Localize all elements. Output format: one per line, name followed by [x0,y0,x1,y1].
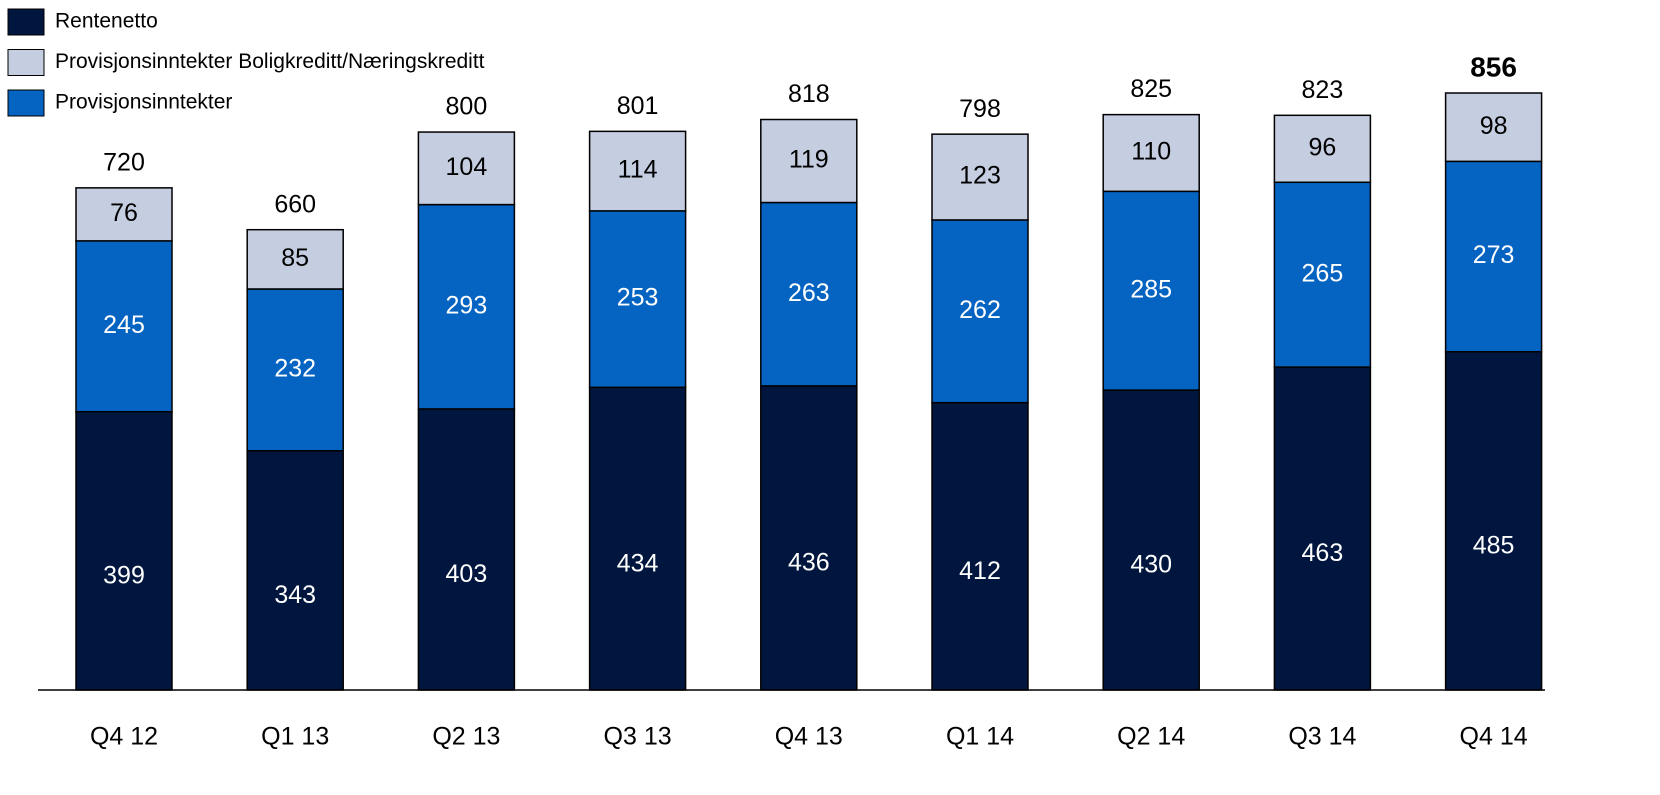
bar-segment [931,401,1029,691]
value-label: 265 [1302,259,1344,287]
value-label: 123 [959,162,1001,190]
bar-segment [588,130,687,212]
x-tick-label: Q4 12 [90,723,158,751]
value-label: 430 [1130,551,1172,579]
value-label: 412 [959,557,1001,585]
value-label: 110 [1131,138,1171,166]
value-label: 343 [274,581,316,609]
value-label: 485 [1473,531,1515,559]
value-label: 98 [1480,112,1508,140]
value-label: 96 [1308,133,1336,161]
value-label: 285 [1130,275,1172,303]
x-tick-label: Q4 14 [1460,723,1528,751]
value-label: 399 [103,561,145,589]
total-label: 720 [103,148,145,176]
total-label: 800 [446,93,488,121]
value-label: 436 [788,549,830,577]
bar-segment [417,131,516,206]
value-label: 245 [103,311,145,339]
x-tick-label: Q1 13 [261,723,329,751]
legend-label: Rentenetto [55,10,158,33]
bar-segment [1444,350,1543,691]
total-label: 798 [959,95,1001,123]
bar-segment [588,210,687,389]
x-tick-label: Q2 14 [1117,723,1185,751]
bar-segment [1273,366,1372,691]
legend-label: Provisjonsinntekter [55,91,232,114]
bar-segment [760,118,858,204]
value-label: 114 [618,156,658,184]
value-label: 85 [281,244,309,272]
bar-segment [1273,114,1372,184]
value-label: 119 [789,146,829,174]
value-label: 293 [446,291,488,319]
total-label: 823 [1302,76,1344,104]
x-tick-label: Q3 14 [1288,723,1356,751]
value-label: 434 [617,549,659,577]
legend-swatch [7,49,45,76]
x-tick-label: Q2 13 [432,723,500,751]
value-label: 403 [446,560,488,588]
bar-segment [760,385,858,691]
x-tick-label: Q1 14 [946,723,1014,751]
bar-segment [931,133,1029,221]
bar-segment [588,386,687,691]
legend-swatch [7,89,45,117]
bar-segment [75,240,173,413]
total-label: 818 [788,80,830,108]
bar-segment [1273,181,1372,368]
bar-segment [931,219,1029,404]
bar-segment [1102,113,1200,193]
total-label: 856 [1470,51,1517,82]
total-label: 825 [1130,75,1172,103]
x-tick-label: Q4 13 [775,723,843,751]
value-label: 76 [110,199,138,227]
bar-segment [1102,190,1200,391]
bar-segment [75,187,173,242]
bar-segment [246,228,344,290]
legend-swatch [7,8,45,36]
value-label: 463 [1302,539,1344,567]
value-label: 262 [959,296,1001,324]
total-label: 801 [617,92,659,120]
bar-segment [246,450,344,691]
bar-segment [75,410,173,691]
total-label: 660 [274,190,316,218]
value-label: 232 [274,354,316,382]
bar-segment [1444,92,1543,163]
bar-segment [417,203,516,410]
value-label: 253 [617,284,659,312]
bar-segment [1444,160,1543,353]
bar-segment [417,408,516,691]
bar-segment [1102,389,1200,691]
value-label: 273 [1473,241,1515,269]
legend-label: Provisjonsinntekter Boligkreditt/Nærings… [55,50,485,73]
x-tick-label: Q3 13 [604,723,672,751]
value-label: 104 [446,153,488,181]
value-label: 263 [788,279,830,307]
bar-segment [760,201,858,387]
